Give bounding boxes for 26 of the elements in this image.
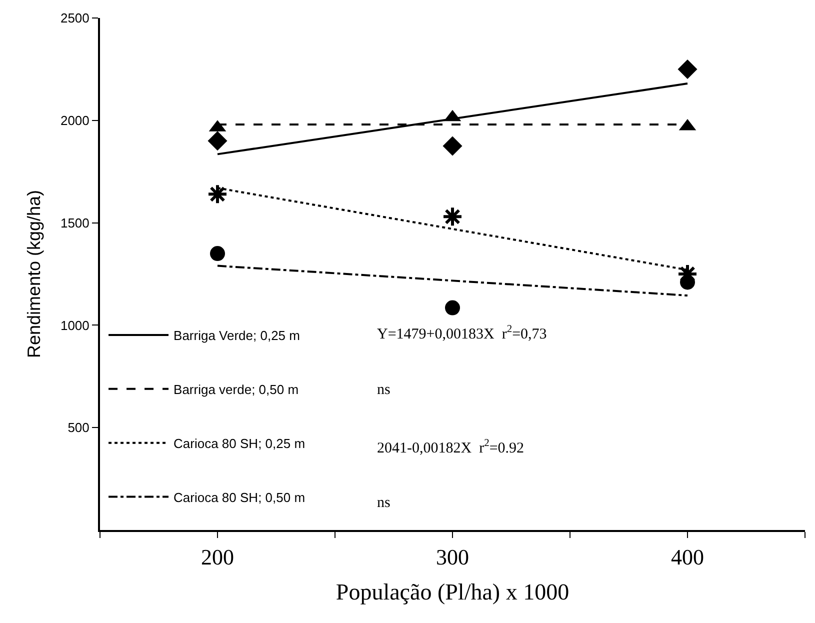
legend-label: Barriga Verde; 0,25 m xyxy=(174,328,300,344)
point xyxy=(210,246,225,262)
point xyxy=(442,136,462,156)
y-tick-label: 500 xyxy=(68,420,90,436)
point xyxy=(445,300,460,316)
point xyxy=(208,131,228,151)
y-tick-label: 1500 xyxy=(60,215,90,230)
y-tick-label: 1000 xyxy=(60,318,90,333)
legend-label: Carioca 80 SH; 0,50 m xyxy=(174,490,306,505)
annotation: Y=1479+0,00183X r$^{2}$=0,73 xyxy=(377,324,547,342)
y-tick-label: 2000 xyxy=(60,112,90,128)
annotation: ns xyxy=(377,495,390,511)
point xyxy=(680,274,695,290)
legend-label: Carioca 80 SH; 0,25 m xyxy=(174,436,306,451)
point xyxy=(207,184,228,205)
x-tick-label: 300 xyxy=(436,544,469,570)
x-tick-label: 400 xyxy=(671,544,704,570)
x-tick-label: 200 xyxy=(201,544,234,570)
x-axis-title: População (Pl/ha) x 1000 xyxy=(336,580,570,604)
point xyxy=(678,59,698,79)
annotation: 2041-0,00182X r$^{2}$=0.92 xyxy=(377,438,524,456)
y-axis-title: Rendimento (kgg/ha) xyxy=(24,190,44,358)
legend-label: Barriga verde; 0,50 m xyxy=(174,382,299,397)
annotation: ns xyxy=(377,382,390,398)
y-tick-label: 2500 xyxy=(60,10,90,26)
point xyxy=(442,206,463,228)
